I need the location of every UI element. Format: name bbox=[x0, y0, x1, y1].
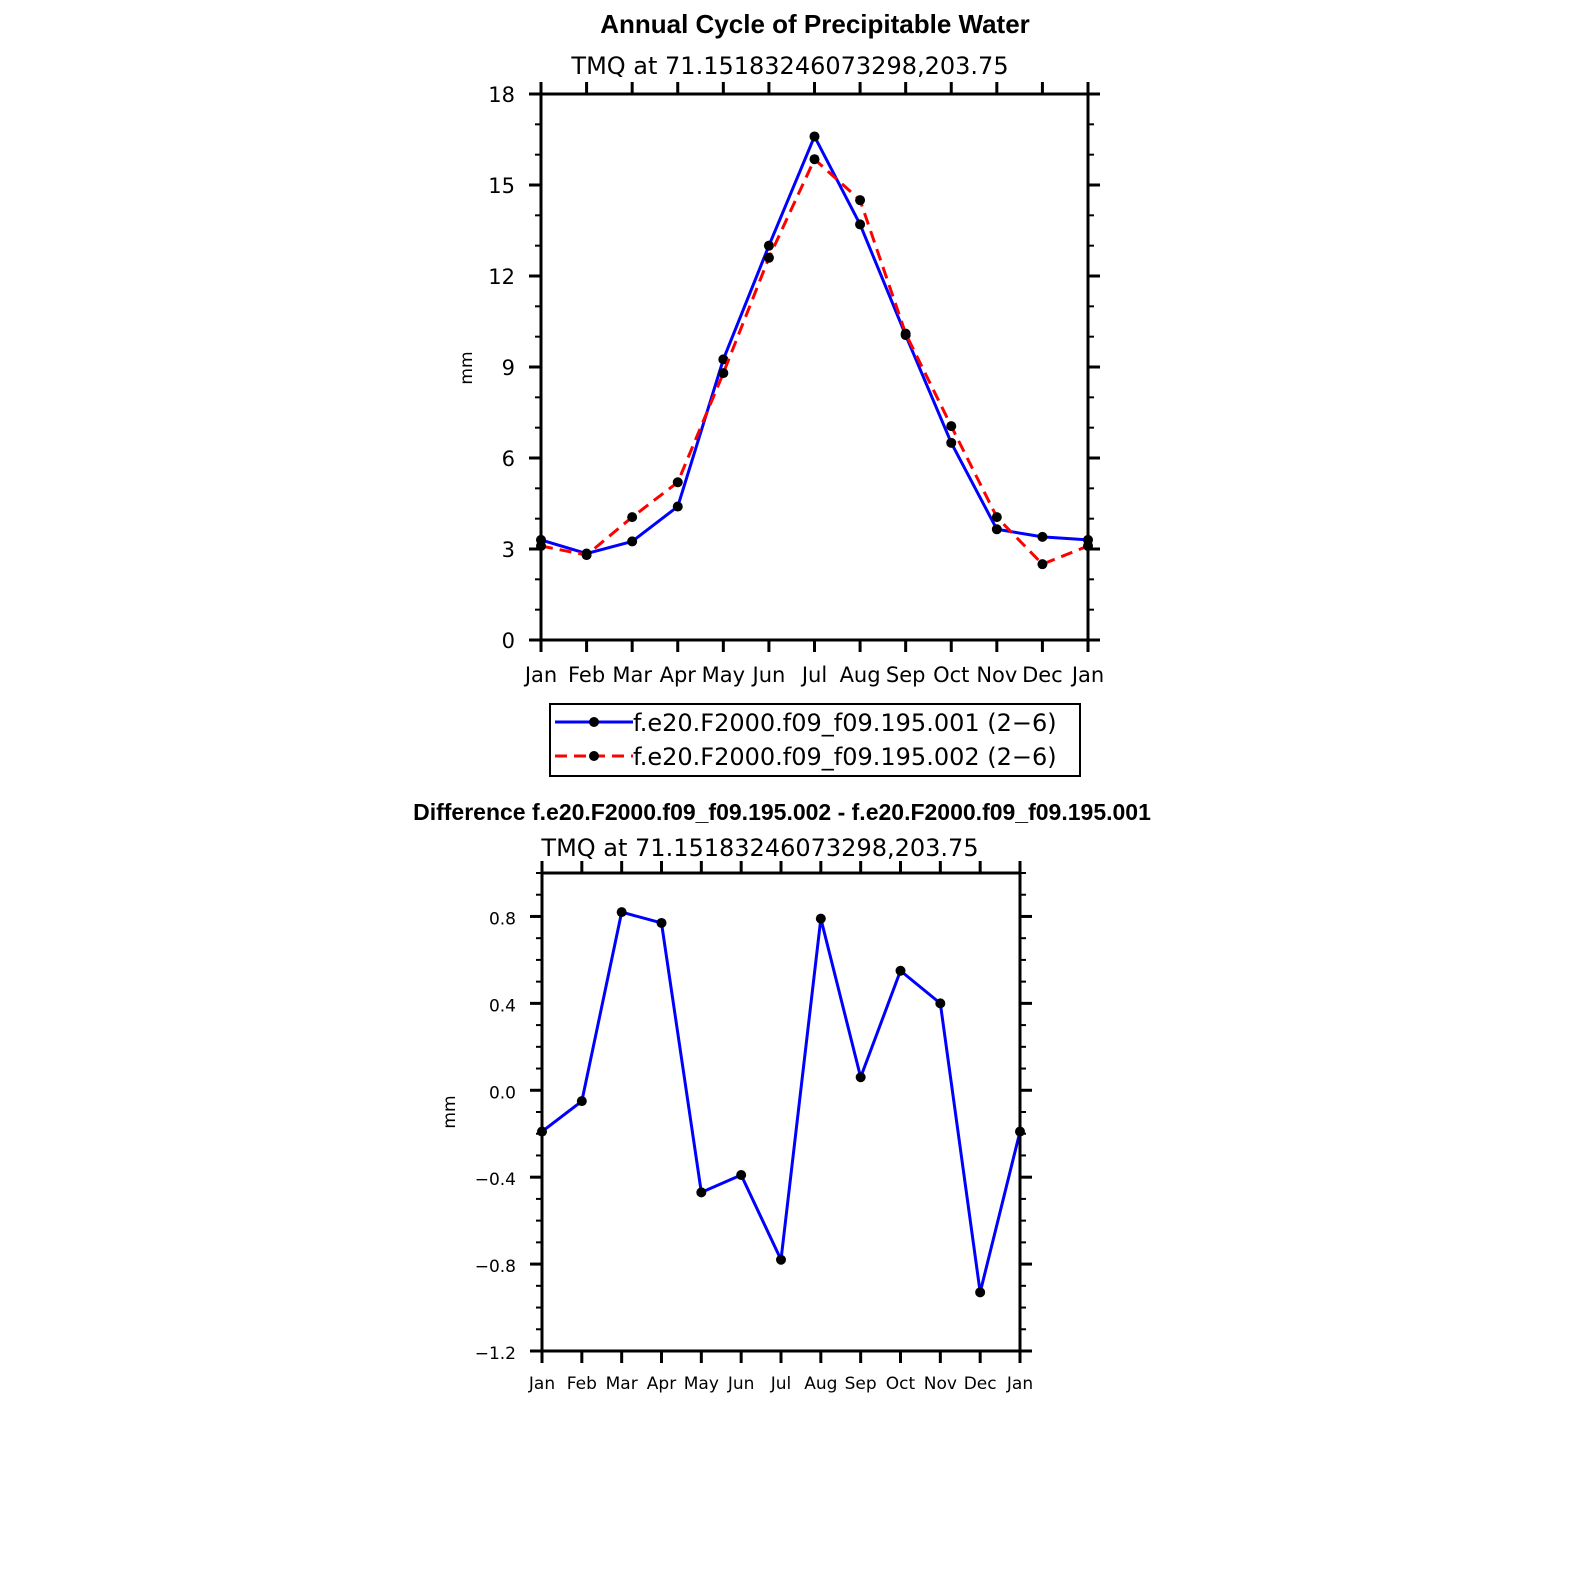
chart1-series-1-point bbox=[763, 240, 774, 251]
chart1-xtick-label: Nov bbox=[976, 663, 1017, 687]
chart2-series-1-point bbox=[616, 907, 627, 918]
chart2-ylabel: mm bbox=[440, 1095, 460, 1128]
chart1-series-2-point bbox=[900, 328, 911, 339]
chart1-series-1-point bbox=[809, 131, 820, 142]
chart1-xtick-label: Mar bbox=[612, 663, 652, 687]
chart1-xtick-label: Feb bbox=[568, 663, 605, 687]
chart1-xtick-label: Apr bbox=[660, 663, 697, 687]
chart1-xtick-label: Sep bbox=[886, 663, 926, 687]
legend-marker-series-1 bbox=[589, 717, 599, 727]
chart1-series-2-point bbox=[718, 368, 729, 379]
chart1-xtick-label: Jun bbox=[751, 663, 786, 687]
difference-chart: Difference f.e20.F2000.f09_f09.195.002 -… bbox=[413, 799, 1151, 1394]
annual-cycle-chart: Annual Cycle of Precipitable Water TMQ a… bbox=[457, 9, 1104, 777]
chart1-ytick-label: 15 bbox=[488, 174, 515, 198]
chart1-series-2-point bbox=[581, 550, 592, 561]
chart2-title: Difference f.e20.F2000.f09_f09.195.002 -… bbox=[413, 799, 1151, 825]
chart1-xtick-label: Jul bbox=[800, 663, 827, 687]
legend-label-series-2: f.e20.F2000.f09_f09.195.002 (2−6) bbox=[633, 743, 1057, 771]
chart1-series-2-point bbox=[855, 195, 866, 206]
chart2-ytick-label: 0.4 bbox=[489, 996, 516, 1016]
chart2-series-1-point bbox=[576, 1096, 587, 1107]
chart1-series-1-point bbox=[855, 219, 866, 230]
chart2-xtick-label: Oct bbox=[886, 1374, 916, 1394]
chart1-xtick-label: Dec bbox=[1022, 663, 1063, 687]
legend-marker-series-2 bbox=[589, 751, 599, 761]
chart2-series-1-point bbox=[935, 998, 946, 1009]
chart1-ylabel: mm bbox=[457, 351, 477, 384]
chart2-subtitle: TMQ at 71.15183246073298,203.75 bbox=[540, 834, 978, 862]
chart1-series-2-point bbox=[809, 154, 820, 165]
chart2-xtick-label: Feb bbox=[567, 1374, 597, 1394]
chart2-series-1-point bbox=[656, 917, 667, 928]
chart2-xtick-label: May bbox=[684, 1374, 719, 1394]
legend-box bbox=[549, 703, 1081, 777]
chart2-xtick-label: Aug bbox=[804, 1374, 837, 1394]
chart2-xtick-label: Sep bbox=[845, 1374, 877, 1394]
chart2-series-1-point bbox=[895, 965, 906, 976]
chart1-xtick-label: Oct bbox=[933, 663, 969, 687]
chart1-plot-frame bbox=[539, 92, 1090, 642]
chart1-ytick-label: 12 bbox=[488, 265, 515, 289]
chart1-series-1-point bbox=[627, 536, 638, 547]
chart1-subtitle: TMQ at 71.15183246073298,203.75 bbox=[570, 52, 1008, 80]
chart2-series-1-point bbox=[815, 913, 826, 924]
chart1-series-2-point bbox=[946, 421, 957, 432]
chart1-series-2-point bbox=[991, 512, 1002, 523]
chart1-xtick-label: Jan bbox=[1070, 663, 1104, 687]
chart1-xtick-label: Jan bbox=[523, 663, 557, 687]
chart2-series-1-point bbox=[975, 1287, 986, 1298]
chart1-series-2-point bbox=[672, 477, 683, 488]
chart1-ytick-label: 0 bbox=[502, 629, 515, 653]
chart2-xtick-label: Jul bbox=[770, 1374, 792, 1394]
chart1-title: Annual Cycle of Precipitable Water bbox=[600, 9, 1030, 39]
chart2-xtick-label: Mar bbox=[606, 1374, 638, 1394]
chart2-series-1-line bbox=[541, 910, 1022, 1294]
chart2-series-1-point bbox=[855, 1072, 866, 1083]
chart2-xtick-label: Apr bbox=[647, 1374, 676, 1394]
chart1-series-2-point bbox=[1037, 559, 1048, 570]
chart1-series-1-point bbox=[991, 524, 1002, 535]
chart2-ytick-label: −0.4 bbox=[475, 1170, 516, 1190]
chart1-series-1-point bbox=[1037, 531, 1048, 542]
chart2-series-1-point bbox=[776, 1254, 786, 1265]
chart2-series-1-point bbox=[736, 1170, 747, 1181]
chart1-series-1-point bbox=[672, 501, 683, 512]
chart1-ytick-label: 18 bbox=[488, 83, 515, 107]
chart1-series-2-point bbox=[763, 252, 774, 263]
chart2-ytick-label: 0.8 bbox=[489, 909, 516, 929]
chart1-xtick-label: May bbox=[702, 663, 745, 687]
legend-label-series-1: f.e20.F2000.f09_f09.195.001 (2−6) bbox=[633, 709, 1057, 737]
chart1-ytick-label: 3 bbox=[502, 538, 515, 562]
chart1-legend: f.e20.F2000.f09_f09.195.001 (2−6) f.e20.… bbox=[549, 703, 1081, 777]
chart1-series-1-line bbox=[540, 134, 1089, 556]
chart1-ytick-label: 6 bbox=[502, 447, 515, 471]
chart1-series-1-point bbox=[718, 354, 729, 365]
chart2-series-1-point bbox=[696, 1187, 707, 1198]
chart1-xtick-label: Aug bbox=[840, 663, 881, 687]
chart1-series-2-line bbox=[540, 157, 1089, 566]
chart2-ytick-label: −0.8 bbox=[475, 1257, 516, 1277]
chart1-ytick-label: 9 bbox=[502, 356, 515, 380]
chart1-series-1-point bbox=[946, 437, 957, 448]
chart2-xtick-label: Jan bbox=[1006, 1374, 1033, 1394]
chart2-xtick-label: Nov bbox=[924, 1374, 957, 1394]
chart2-ytick-label: −1.2 bbox=[475, 1344, 516, 1364]
chart2-ytick-label: 0.0 bbox=[489, 1083, 516, 1103]
chart1-series-2-point bbox=[627, 512, 638, 523]
chart2-xtick-label: Dec bbox=[964, 1374, 997, 1394]
chart2-xtick-label: Jun bbox=[727, 1374, 755, 1394]
chart2-xtick-label: Jan bbox=[528, 1374, 555, 1394]
